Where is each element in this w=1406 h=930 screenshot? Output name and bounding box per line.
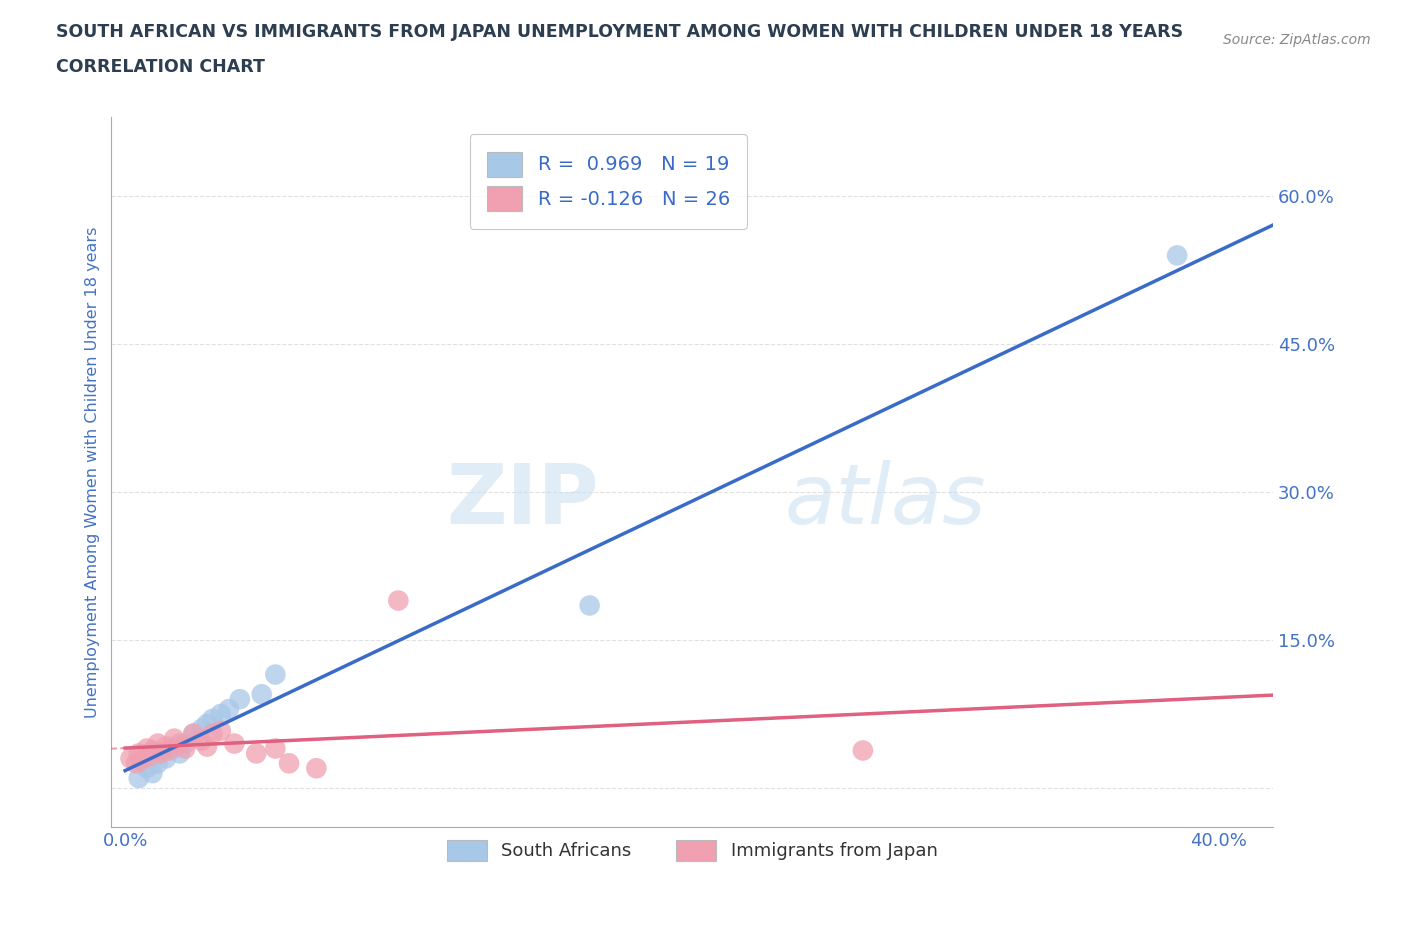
Text: ZIP: ZIP xyxy=(447,460,599,541)
Point xyxy=(245,746,267,761)
Point xyxy=(278,756,301,771)
Point xyxy=(578,598,600,613)
Point xyxy=(125,756,148,771)
Point xyxy=(149,746,172,761)
Point xyxy=(128,771,150,786)
Text: Source: ZipAtlas.com: Source: ZipAtlas.com xyxy=(1223,33,1371,46)
Point xyxy=(141,743,163,758)
Point xyxy=(209,707,232,722)
Point xyxy=(250,687,273,702)
Point xyxy=(224,737,246,751)
Point xyxy=(163,741,186,756)
Point xyxy=(201,711,224,726)
Point xyxy=(195,739,218,754)
Point xyxy=(155,739,177,754)
Point xyxy=(852,743,875,758)
Text: SOUTH AFRICAN VS IMMIGRANTS FROM JAPAN UNEMPLOYMENT AMONG WOMEN WITH CHILDREN UN: SOUTH AFRICAN VS IMMIGRANTS FROM JAPAN U… xyxy=(56,23,1184,41)
Point xyxy=(146,737,169,751)
Point xyxy=(131,753,153,768)
Point xyxy=(264,667,287,682)
Point xyxy=(218,701,240,716)
Point xyxy=(201,726,224,741)
Point xyxy=(183,726,205,741)
Point xyxy=(264,741,287,756)
Point xyxy=(190,733,212,748)
Y-axis label: Unemployment Among Women with Children Under 18 years: Unemployment Among Women with Children U… xyxy=(86,227,100,718)
Point xyxy=(136,761,159,776)
Point xyxy=(128,746,150,761)
Point xyxy=(183,726,205,741)
Point xyxy=(195,716,218,731)
Point xyxy=(174,741,197,756)
Point xyxy=(209,724,232,738)
Point xyxy=(157,743,180,758)
Text: CORRELATION CHART: CORRELATION CHART xyxy=(56,58,266,75)
Point xyxy=(141,765,163,780)
Point xyxy=(174,737,197,751)
Point xyxy=(163,731,186,746)
Point xyxy=(120,751,142,765)
Legend: South Africans, Immigrants from Japan: South Africans, Immigrants from Japan xyxy=(440,832,945,868)
Point xyxy=(190,722,212,737)
Point xyxy=(387,593,409,608)
Point xyxy=(136,741,159,756)
Point xyxy=(169,737,191,751)
Point xyxy=(169,746,191,761)
Point xyxy=(305,761,328,776)
Point xyxy=(155,751,177,765)
Point xyxy=(1166,248,1188,263)
Point xyxy=(229,692,252,707)
Point xyxy=(138,749,160,764)
Text: atlas: atlas xyxy=(785,460,987,541)
Point xyxy=(146,756,169,771)
